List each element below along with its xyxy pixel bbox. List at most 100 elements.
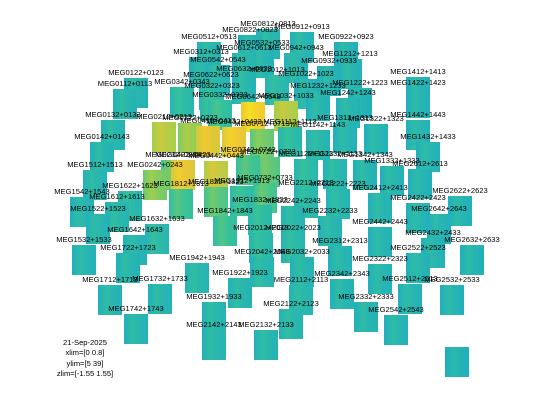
- sensor-tile: [90, 142, 114, 172]
- sensor-label: MEG1712+1713: [82, 275, 138, 284]
- scale-tile: [445, 347, 469, 377]
- sensor-tile-fill: [416, 142, 440, 172]
- sensor-tile-fill: [148, 284, 172, 314]
- sensor-tile: [353, 160, 377, 190]
- sensor-tile: [250, 129, 274, 159]
- sensor-tile: [294, 159, 318, 189]
- sensor-tile: [328, 246, 352, 276]
- sensor-tile-fill: [116, 253, 140, 283]
- xlim-label: xlim=[0 0.8]: [65, 348, 105, 358]
- sensor-label: MEG1412+1413: [390, 67, 446, 76]
- sensor-tile: [460, 245, 484, 275]
- sensor-tile: [333, 123, 357, 153]
- sensor-tile-fill: [460, 245, 484, 275]
- sensor-tile: [171, 160, 195, 190]
- sensor-label: MEG1222+1223: [332, 78, 388, 87]
- sensor-label: MEG0912+0913: [274, 22, 330, 31]
- info-panel: 21-Sep-2025 xlim=[0 0.8] ylim=[5 39] zli…: [40, 338, 130, 380]
- sensor-tile-fill: [208, 100, 232, 130]
- sensor-tile: [152, 122, 176, 152]
- sensor-tile: [384, 315, 408, 345]
- sensor-label: MEG0512+0513: [181, 32, 237, 41]
- sensor-tile: [318, 216, 342, 246]
- sensor-tile-fill: [274, 101, 298, 131]
- sensor-tile-fill: [171, 160, 195, 190]
- sensor-label: MEG0642+0643: [225, 92, 281, 101]
- sensor-tile: [254, 330, 278, 360]
- sensor-tile: [204, 187, 228, 217]
- sensor-tile-fill: [248, 205, 272, 235]
- sensor-tile: [326, 189, 350, 219]
- sensor-tile: [213, 216, 237, 246]
- sensor-label: MEG0112+0113: [98, 79, 152, 88]
- sensor-label: MEG1522+1523: [70, 204, 126, 213]
- sensor-tile: [116, 253, 140, 283]
- sensor-label: MEG2542+2543: [368, 305, 424, 314]
- sensor-tile: [406, 253, 430, 283]
- sensor-label: MEG1932+1933: [186, 292, 242, 301]
- scale-tile-group: [445, 347, 469, 377]
- sensor-tile: [368, 227, 392, 257]
- sensor-label: MEG2322+2323: [352, 254, 408, 263]
- date-label: 21-Sep-2025: [63, 338, 107, 347]
- sensor-label: MEG2012+2013: [233, 223, 289, 232]
- sensor-label: MEG2242+2243: [265, 196, 321, 205]
- sensor-tile-fill: [354, 302, 378, 332]
- sensor-tile-fill: [281, 206, 305, 236]
- sensor-label: MEG0742+0743: [220, 145, 276, 154]
- sensor-tile-fill: [353, 160, 377, 190]
- sensor-label: MEG1112+1113: [263, 117, 316, 126]
- sensor-label: MEG1442+1443: [390, 110, 446, 119]
- sensor-label: MEG2612+2613: [392, 159, 448, 168]
- sensor-labels: MEG0812+0813MEG0822+0823MEG0912+0913MEG0…: [54, 19, 500, 329]
- sensor-label: MEG2532+2533: [424, 275, 480, 284]
- sensor-tile: [202, 302, 226, 332]
- sensor-label: MEG2342+2343: [314, 269, 370, 278]
- sensor-label: MEG0622+0623: [183, 70, 239, 79]
- sensor-tile-fill: [86, 214, 110, 244]
- sensor-label: MEG0932+0933: [301, 56, 357, 65]
- sensor-label: MEG2222+2223: [310, 179, 366, 188]
- sensor-tile: [338, 59, 362, 89]
- sensor-tile: [148, 284, 172, 314]
- sensor-label: MEG0412+0413: [180, 116, 236, 125]
- sensor-tile-fill: [318, 216, 342, 246]
- sensor-tile: [222, 127, 246, 157]
- sensor-label: MEG0532+0533: [234, 38, 290, 47]
- sensor-tile-fill: [338, 59, 362, 89]
- sensor-tile: [143, 170, 167, 200]
- sensor-tile-fill: [445, 347, 469, 377]
- sensor-label: MEG1242+1243: [320, 88, 376, 97]
- sensor-tile-fill: [290, 257, 314, 287]
- sensor-label: MEG0822+0823: [222, 25, 278, 34]
- sensor-label: MEG1842+1843: [197, 206, 253, 215]
- sensor-label: MEG1032+1033: [258, 91, 314, 100]
- sensor-label: MEG1422+1423: [390, 78, 446, 87]
- sensor-tile-fill: [250, 129, 274, 159]
- sensor-label: MEG2232+2233: [302, 206, 358, 215]
- sensor-tile-fill: [380, 166, 404, 196]
- sensor-tile-fill: [406, 88, 430, 118]
- sensor-tile-fill: [440, 285, 464, 315]
- sensor-tile: [113, 89, 137, 119]
- sensor-tile-fill: [364, 124, 388, 154]
- sensor-label: MEG0732+0733: [237, 173, 293, 182]
- sensor-label: MEG1912+1913: [214, 176, 270, 185]
- sensor-tile-fill: [384, 315, 408, 345]
- sensor-label: MEG1512+1513: [67, 160, 123, 169]
- sensor-label: MEG2442+2443: [352, 217, 408, 226]
- sensor-tile-fill: [202, 302, 226, 332]
- sensor-label: MEG2522+2523: [390, 243, 446, 252]
- sensor-tile: [83, 170, 107, 200]
- ylim-label: ylim=[5 39]: [66, 358, 104, 368]
- sensor-label: MEG1732+1733: [132, 274, 188, 283]
- sensor-tile-fill: [368, 193, 392, 223]
- sensor-label: MEG0312+0313: [173, 47, 229, 56]
- sensor-label: MEG1722+1723: [100, 243, 156, 252]
- sensor-label: MEG2512+2513: [382, 274, 438, 283]
- sensor-tile: [236, 155, 260, 185]
- sensor-label: MEG0422+0423: [155, 150, 211, 159]
- sensor-tile: [278, 127, 302, 157]
- sensor-tile-fill: [333, 123, 357, 153]
- sensor-label: MEG0442+0443: [188, 151, 244, 160]
